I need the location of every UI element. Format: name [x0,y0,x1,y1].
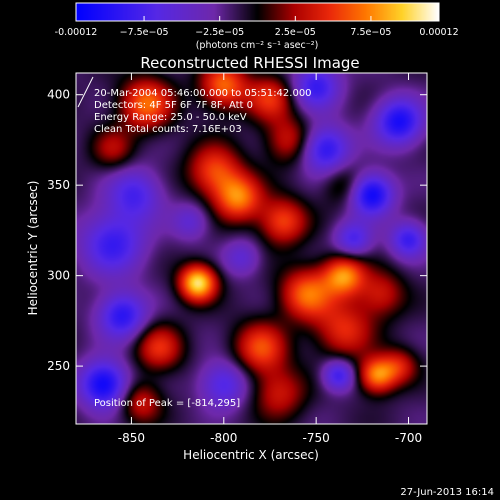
colorbar-frame [75,2,440,22]
colorbar-tick-label: 0.00012 [419,27,458,38]
annotation-line: 20-Mar-2004 05:46:00.000 to 05:51:42.000 [94,88,312,99]
chart-title: Reconstructed RHESSI Image [140,54,359,72]
annotations: 20-Mar-2004 05:46:00.000 to 05:51:42.000… [77,76,312,135]
corner-mark [77,76,94,108]
x-tick-label: -850 [118,431,145,445]
colorbar-tick-label: 7.5e−05 [350,27,391,38]
y-tick-label: 350 [47,178,70,192]
y-axis-ticks: 250 300 350 400 [47,88,427,373]
colorbar-unit-label: (photons cm⁻² s⁻¹ asec⁻²) [196,40,319,51]
colorbar-tick-label: −7.5e−05 [120,27,169,38]
x-tick-label: -750 [303,431,330,445]
colorbar-ticks: -0.00012 −7.5e−05 −2.5e−05 2.5e−05 7.5e−05 0.… [55,16,459,38]
annotation-line: Clean Total counts: 7.16E+03 [94,124,242,135]
plot-frame [75,72,428,425]
x-tick-label: -800 [210,431,237,445]
colorbar-tick-label: −2.5e−05 [195,27,244,38]
y-axis-label: Heliocentric Y (arcsec) [26,181,40,316]
heatmap-image [76,73,427,424]
y-tick-label: 400 [47,88,70,102]
footer-date: 27-Jun-2013 16:14 [400,487,494,498]
annotation-line: Energy Range: 25.0 - 50.0 keV [94,112,247,123]
y-tick-label: 250 [47,359,70,373]
colorbar: -0.00012 −7.5e−05 −2.5e−05 2.5e−05 7.5e−05 0.… [55,2,459,51]
colorbar-gradient [76,3,439,21]
peak-position-label: Position of Peak = [-814,295] [94,398,240,409]
annotation-line: Detectors: 4F 5F 6F 7F 8F, Att 0 [94,100,253,111]
colorbar-tick-label: 2.5e−05 [275,27,316,38]
colorbar-tick-label: -0.00012 [55,27,98,38]
x-tick-label: -700 [395,431,422,445]
x-axis-ticks: -850 -800 -750 -700 [118,73,422,445]
x-axis-label: Heliocentric X (arcsec) [183,448,319,462]
y-tick-label: 300 [47,269,70,283]
